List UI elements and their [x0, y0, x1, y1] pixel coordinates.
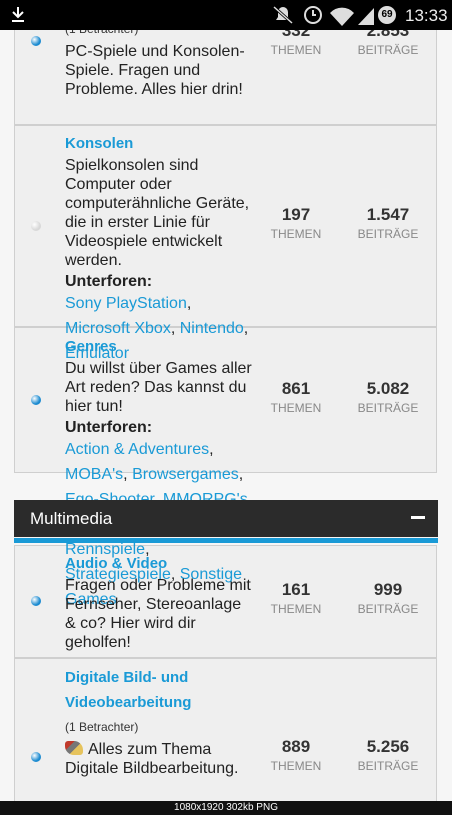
- posts-label: BEITRÄGE: [357, 227, 419, 241]
- separator: ,: [170, 565, 176, 583]
- separator: ,: [209, 440, 214, 458]
- separator: ,: [145, 540, 150, 558]
- subforum-link[interactable]: Sony PlayStation: [65, 294, 187, 312]
- separator: ,: [186, 294, 192, 312]
- read-indicator: [31, 752, 41, 762]
- forum-info: Konsolen Spielkonsolen sind Computer oder…: [65, 131, 255, 366]
- subforum-link[interactable]: Action & Adventures: [65, 440, 210, 458]
- read-indicator: [31, 36, 41, 46]
- subforums-label: Unterforen:: [65, 272, 153, 290]
- topics-count: 161: [281, 580, 311, 599]
- separator: ,: [243, 319, 249, 337]
- forum-description: Du willst über Games aller Art reden? Da…: [65, 359, 255, 416]
- posts-label: BEITRÄGE: [357, 602, 419, 616]
- separator: ,: [123, 465, 128, 483]
- posts-count: 1.547: [366, 205, 410, 224]
- forum-icon: [65, 740, 83, 755]
- posts-label: BEITRÄGE: [357, 401, 419, 415]
- topics-count: 197: [281, 205, 311, 224]
- section-title: Multimedia: [30, 509, 113, 528]
- subforum-link[interactable]: MOBA's: [65, 465, 124, 483]
- forum-row: [14, 327, 437, 473]
- description-text: Du willst über Games aller Art reden? Da…: [65, 359, 252, 415]
- topics-label: THEMEN: [270, 401, 322, 415]
- stat-posts: 5.082 BEITRÄGE: [343, 379, 433, 417]
- stat-posts: 1.547 BEITRÄGE: [343, 205, 433, 243]
- collapse-icon[interactable]: [411, 516, 425, 519]
- forum-description: PC-Spiele und Konsolen-Spiele. Fragen un…: [65, 42, 255, 99]
- topics-label: THEMEN: [270, 759, 322, 773]
- subforum-link[interactable]: Strategiespiele: [65, 565, 171, 583]
- subforum-link[interactable]: Emulator: [65, 344, 130, 362]
- clock: 13:33: [405, 6, 448, 25]
- forum-info: Audio & Video Fragen oder Probleme mit Fe…: [65, 551, 255, 652]
- forum-description: Spielkonsolen sind Computer oder compute…: [65, 156, 255, 270]
- battery-level: 69: [381, 9, 393, 20]
- stat-posts: 5.256 BEITRÄGE: [343, 737, 433, 775]
- subforum-link[interactable]: Nintendo: [179, 319, 244, 337]
- forum-row: [14, 658, 437, 803]
- forum-row: [14, 125, 437, 327]
- stat-topics: 889 THEMEN: [251, 737, 341, 775]
- forum-title[interactable]: Konsolen: [65, 134, 134, 152]
- posts-label: BEITRÄGE: [357, 43, 419, 57]
- forum-row: [14, 545, 437, 658]
- subforums: Sony PlayStation, Microsoft Xbox, Ninten…: [65, 291, 255, 366]
- forum-description: Fragen oder Probleme mit Fernseher, Ster…: [65, 576, 255, 652]
- read-indicator: [31, 395, 41, 405]
- topics-count: 889: [281, 737, 311, 756]
- forum-info: Digitale Bild- und Videobearbeitung (1 Be…: [65, 665, 255, 778]
- topics-label: THEMEN: [270, 43, 322, 57]
- forum-description: Alles zum Thema Digitale Bildbearbeitung…: [65, 740, 255, 778]
- posts-count: 5.256: [366, 737, 410, 756]
- status-bar: 69 13:33: [0, 0, 452, 30]
- description-text: Fragen oder Probleme mit Fernseher, Ster…: [65, 576, 251, 651]
- image-info: 1080x1920 302kb PNG: [0, 801, 452, 815]
- posts-count: 999: [373, 580, 403, 599]
- read-indicator: [31, 221, 41, 231]
- description-text: PC-Spiele und Konsolen-Spiele. Fragen un…: [65, 42, 245, 98]
- separator: ,: [153, 490, 159, 508]
- topics-label: THEMEN: [270, 227, 322, 241]
- topics-label: THEMEN: [270, 602, 322, 616]
- stat-posts: 999 BEITRÄGE: [343, 580, 433, 618]
- posts-count: 5.082: [366, 379, 410, 398]
- forum-row: [14, 24, 437, 125]
- stat-topics: 197 THEMEN: [251, 205, 341, 243]
- forum-title[interactable]: Digitale Bild- und Videobearbeitung: [65, 668, 192, 711]
- topics-count: 861: [281, 379, 311, 398]
- section-header[interactable]: Multimedia: [14, 500, 438, 537]
- stat-topics: 861 THEMEN: [251, 379, 341, 417]
- separator: ,: [170, 319, 176, 337]
- viewer-count: (1 Betrachter): [65, 719, 139, 734]
- subforum-link[interactable]: Microsoft Xbox: [65, 319, 171, 337]
- stat-topics: 161 THEMEN: [251, 580, 341, 618]
- forum-title[interactable]: Audio & Video: [65, 554, 168, 572]
- description-text: Spielkonsolen sind Computer oder compute…: [65, 156, 250, 269]
- section-accent: [14, 538, 438, 543]
- subforum-link[interactable]: Sonstige Games: [65, 565, 243, 608]
- description-text: Alles zum Thema Digitale Bildbearbeitung…: [65, 740, 239, 777]
- subforum-link[interactable]: Browsergames: [132, 465, 239, 483]
- posts-label: BEITRÄGE: [357, 759, 419, 773]
- forum-title[interactable]: Genres: [65, 337, 117, 355]
- read-indicator: [31, 596, 41, 606]
- status-icons: [12, 5, 396, 26]
- separator: ,: [238, 465, 244, 483]
- subforums-label: Unterforen:: [65, 418, 153, 436]
- separator: ,: [247, 490, 253, 508]
